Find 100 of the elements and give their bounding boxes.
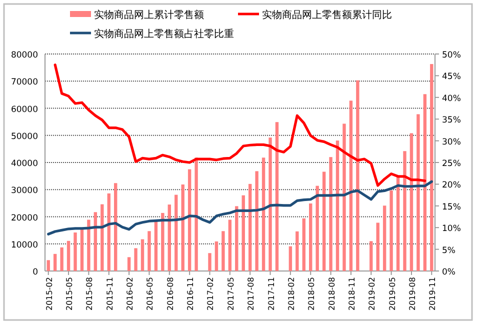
x-tick-label: 2015-11	[105, 277, 114, 310]
x-tick-label: 2017-08	[246, 277, 256, 310]
y-tick-label: 70000	[10, 78, 38, 88]
bar	[107, 193, 110, 271]
y-tick-label: 60000	[10, 104, 38, 115]
bar	[74, 232, 77, 271]
bar	[127, 257, 131, 271]
bar	[376, 222, 380, 271]
legend-item: 实物商品网上零售额占社零比重	[70, 29, 234, 40]
y2-tick-label: 20%	[442, 180, 461, 191]
bar	[430, 64, 434, 271]
y-tick-label: 20000	[10, 213, 38, 224]
x-tick-label: 2016-08	[166, 277, 175, 310]
bar	[302, 218, 306, 271]
y2-tick-label: 25%	[442, 159, 461, 169]
legend-label: 实物商品网上零售额占社零比重	[94, 28, 234, 40]
x-tick-label: 2018-11	[347, 277, 356, 310]
y2-tick-label: 45%	[442, 72, 461, 82]
bar	[208, 253, 212, 271]
bar	[161, 212, 164, 271]
x-tick-label: 2019-11	[428, 277, 438, 310]
bar	[181, 184, 184, 271]
bar	[248, 184, 252, 271]
x-tick-label: 2017-05	[226, 277, 236, 310]
x-tick-label: 2016-11	[186, 277, 196, 310]
bar	[188, 169, 192, 271]
bar	[46, 260, 50, 271]
x-tick-label: 2015-08	[85, 277, 94, 310]
y2-tick-label: 10%	[442, 224, 461, 234]
bar	[80, 228, 84, 271]
bar	[349, 100, 353, 271]
bar	[53, 254, 57, 271]
bar	[255, 171, 258, 271]
bar	[322, 172, 326, 271]
legend-item: 实物商品网上零售额累计同比	[238, 10, 392, 21]
x-tick-label: 2018-08	[327, 277, 336, 310]
x-tick-label: 2019-08	[408, 277, 417, 310]
x-tick-label: 2019-02	[368, 277, 377, 310]
y2-tick-label: 0%	[442, 268, 456, 278]
y-tick-label: 30000	[10, 186, 38, 196]
x-tick-label: 2015-05	[65, 277, 74, 310]
bar	[87, 220, 90, 271]
bar	[134, 248, 138, 271]
bar	[94, 212, 98, 271]
bar	[423, 94, 427, 271]
bar	[214, 241, 218, 271]
bar	[154, 220, 158, 271]
bar	[275, 122, 279, 271]
bar	[342, 124, 346, 271]
legend-label: 实物商品网上零售额累计同比	[262, 9, 392, 21]
bar	[356, 80, 360, 271]
x-tick-label: 2017-11	[266, 277, 276, 310]
bar	[262, 158, 266, 271]
x-tick-label: 2018-02	[286, 277, 296, 310]
bar	[390, 190, 393, 271]
bar	[382, 206, 386, 271]
y-tick-label: 80000	[10, 50, 38, 60]
bar	[309, 203, 312, 271]
bar	[228, 220, 232, 271]
bar	[194, 158, 198, 271]
bar	[148, 231, 151, 271]
bar	[66, 240, 70, 271]
y2-tick-label: 50%	[442, 50, 461, 60]
y2-tick-label: 30%	[442, 137, 461, 148]
x-tick-label: 2016-05	[146, 277, 155, 310]
y-tick-label: 40000	[10, 159, 38, 169]
line-series	[54, 64, 426, 187]
bar	[140, 239, 144, 271]
bar	[60, 247, 64, 271]
x-tick-label: 2019-05	[388, 277, 397, 310]
bar	[370, 241, 373, 271]
legend-label: 实物商品网上累计零售额	[94, 9, 204, 21]
bar	[174, 194, 178, 271]
bar	[288, 246, 292, 271]
bar	[235, 206, 238, 271]
bar	[268, 138, 272, 271]
bar	[403, 151, 406, 271]
y2-tick-label: 15%	[442, 202, 461, 212]
y-tick-label: 10000	[10, 240, 38, 250]
y-tick-label: 0	[32, 268, 38, 278]
x-tick-label: 2015-02	[44, 277, 54, 310]
y2-tick-label: 5%	[442, 246, 456, 256]
x-tick-label: 2018-05	[307, 277, 316, 310]
bar	[316, 186, 319, 271]
bar	[396, 176, 400, 271]
bar	[114, 183, 118, 271]
bar	[242, 195, 245, 271]
x-tick-label: 2017-02	[206, 277, 216, 310]
legend-item: 实物商品网上累计零售额	[70, 10, 204, 21]
bar	[222, 231, 225, 271]
bar	[296, 231, 299, 271]
x-tick-label: 2016-02	[126, 277, 135, 310]
bar	[336, 140, 340, 271]
line-series	[47, 180, 433, 236]
bar	[168, 204, 171, 271]
bar	[100, 204, 104, 271]
bar	[329, 157, 332, 271]
y-tick-label: 50000	[10, 132, 38, 142]
bar	[410, 133, 414, 271]
bar	[416, 114, 420, 271]
